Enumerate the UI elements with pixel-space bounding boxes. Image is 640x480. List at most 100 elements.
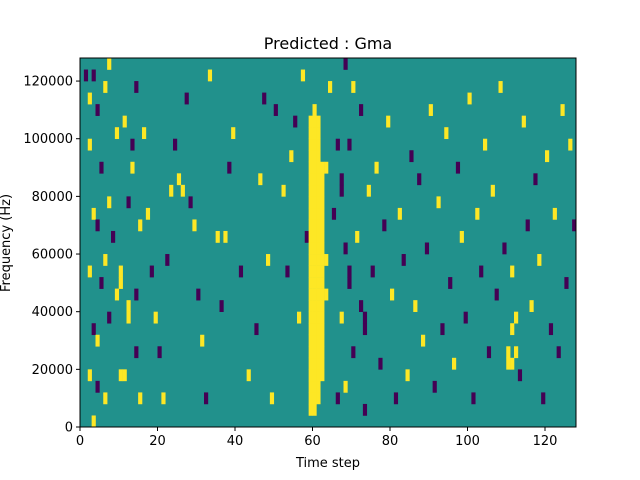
heatmap-cell [320,311,325,324]
heatmap-cell [320,265,325,278]
heatmap-cell [537,254,542,266]
heatmap-cell [231,127,236,140]
heatmap-cell [320,277,325,289]
heatmap-cell [308,392,313,405]
heatmap-cell [568,138,573,151]
heatmap-cell [308,161,313,174]
chart-title: Predicted : Gma [264,34,392,53]
heatmap-cell [486,346,492,359]
heatmap-cell [320,288,325,301]
heatmap-cell [126,196,131,209]
heatmap-cell [320,184,325,197]
heatmap-cell [312,173,317,186]
heatmap-cell [200,334,205,347]
heatmap-cell [258,173,263,186]
heatmap-cell [362,403,368,416]
y-axis-label: Frequency (Hz) [0,194,14,292]
heatmap-cell [122,115,127,128]
heatmap-cell [316,219,321,232]
heatmap-cell [339,311,344,324]
heatmap-cell [312,311,317,324]
heatmap-cell [312,115,317,128]
heatmap-cell [161,392,166,405]
heatmap-cell [428,104,433,116]
heatmap-cell [560,104,565,116]
heatmap-cell [126,300,131,312]
heatmap-cell [103,254,108,266]
heatmap-cell [238,265,244,278]
heatmap-cell [134,81,139,93]
heatmap-cell [103,81,108,93]
heatmap-cell [390,288,395,301]
x-tick-label: 40 [227,434,244,449]
heatmap-cell [169,184,174,197]
heatmap-cell [312,161,317,174]
heatmap-cell [393,392,399,405]
heatmap-cell [308,254,313,266]
heatmap-cell [308,196,313,209]
heatmap-cell [320,346,325,359]
heatmap-cell [308,288,313,301]
y-tick-label: 0 [65,421,73,436]
heatmap-cell [514,311,519,324]
heatmap-cell [316,127,321,140]
heatmap-cell [479,265,484,278]
heatmap-cell [308,277,313,289]
heatmap-cell [320,207,325,220]
heatmap-cell [471,392,476,405]
heatmap-cell [145,207,151,220]
heatmap-cell [87,138,92,151]
heatmap-cell [308,265,313,278]
heatmap-cell [316,288,321,301]
heatmap-cell [401,254,406,266]
heatmap-cell [421,334,426,347]
heatmap-cell [165,254,170,266]
heatmap-cell [316,173,321,186]
heatmap-cell [533,173,538,186]
heatmap-cell [262,92,267,105]
heatmap-cell [312,104,317,116]
heatmap-cell [312,369,317,382]
heatmap-cell [316,357,321,370]
heatmap-cell [467,92,472,105]
heatmap-cell [99,277,104,289]
heatmap-cell [312,150,317,163]
heatmap-cell [219,300,224,312]
heatmap-cell [107,196,112,209]
heatmap-cell [312,265,317,278]
heatmap-cell [312,230,317,243]
heatmap-cell [510,357,515,370]
heatmap-cell [359,104,364,116]
heatmap-cell [475,207,480,220]
heatmap-cell [335,392,340,405]
heatmap-cell [324,161,329,174]
heatmap-cell [269,392,275,405]
heatmap-cell [184,92,189,105]
heatmap-cell [386,115,391,128]
heatmap-cell [347,265,352,278]
heatmap-cell [308,403,313,416]
heatmap-cell [285,265,290,278]
x-tick-label: 20 [149,434,166,449]
heatmap-cell [126,311,131,324]
heatmap-cell [312,357,317,370]
heatmap-cell [118,265,123,278]
y-tick-label: 40000 [32,305,73,320]
heatmap-cell [324,254,329,266]
heatmap-cell [91,323,96,336]
heatmap-cell [452,357,457,370]
heatmap-cell [316,346,321,359]
y-tick-label: 60000 [32,248,73,263]
heatmap-cell [409,150,414,163]
heatmap-cell [173,138,178,151]
heatmap-cell [366,184,371,197]
heatmap-cell [312,242,317,255]
heatmap-cell [316,184,321,197]
heatmap-cell [343,58,348,70]
heatmap-cell [378,357,383,370]
heatmap-cell [312,334,317,347]
heatmap-cell [316,277,321,289]
y-axis: 0 20000 40000 60000 80000 100000 120000 [23,75,80,436]
heatmap-cell [552,207,557,220]
